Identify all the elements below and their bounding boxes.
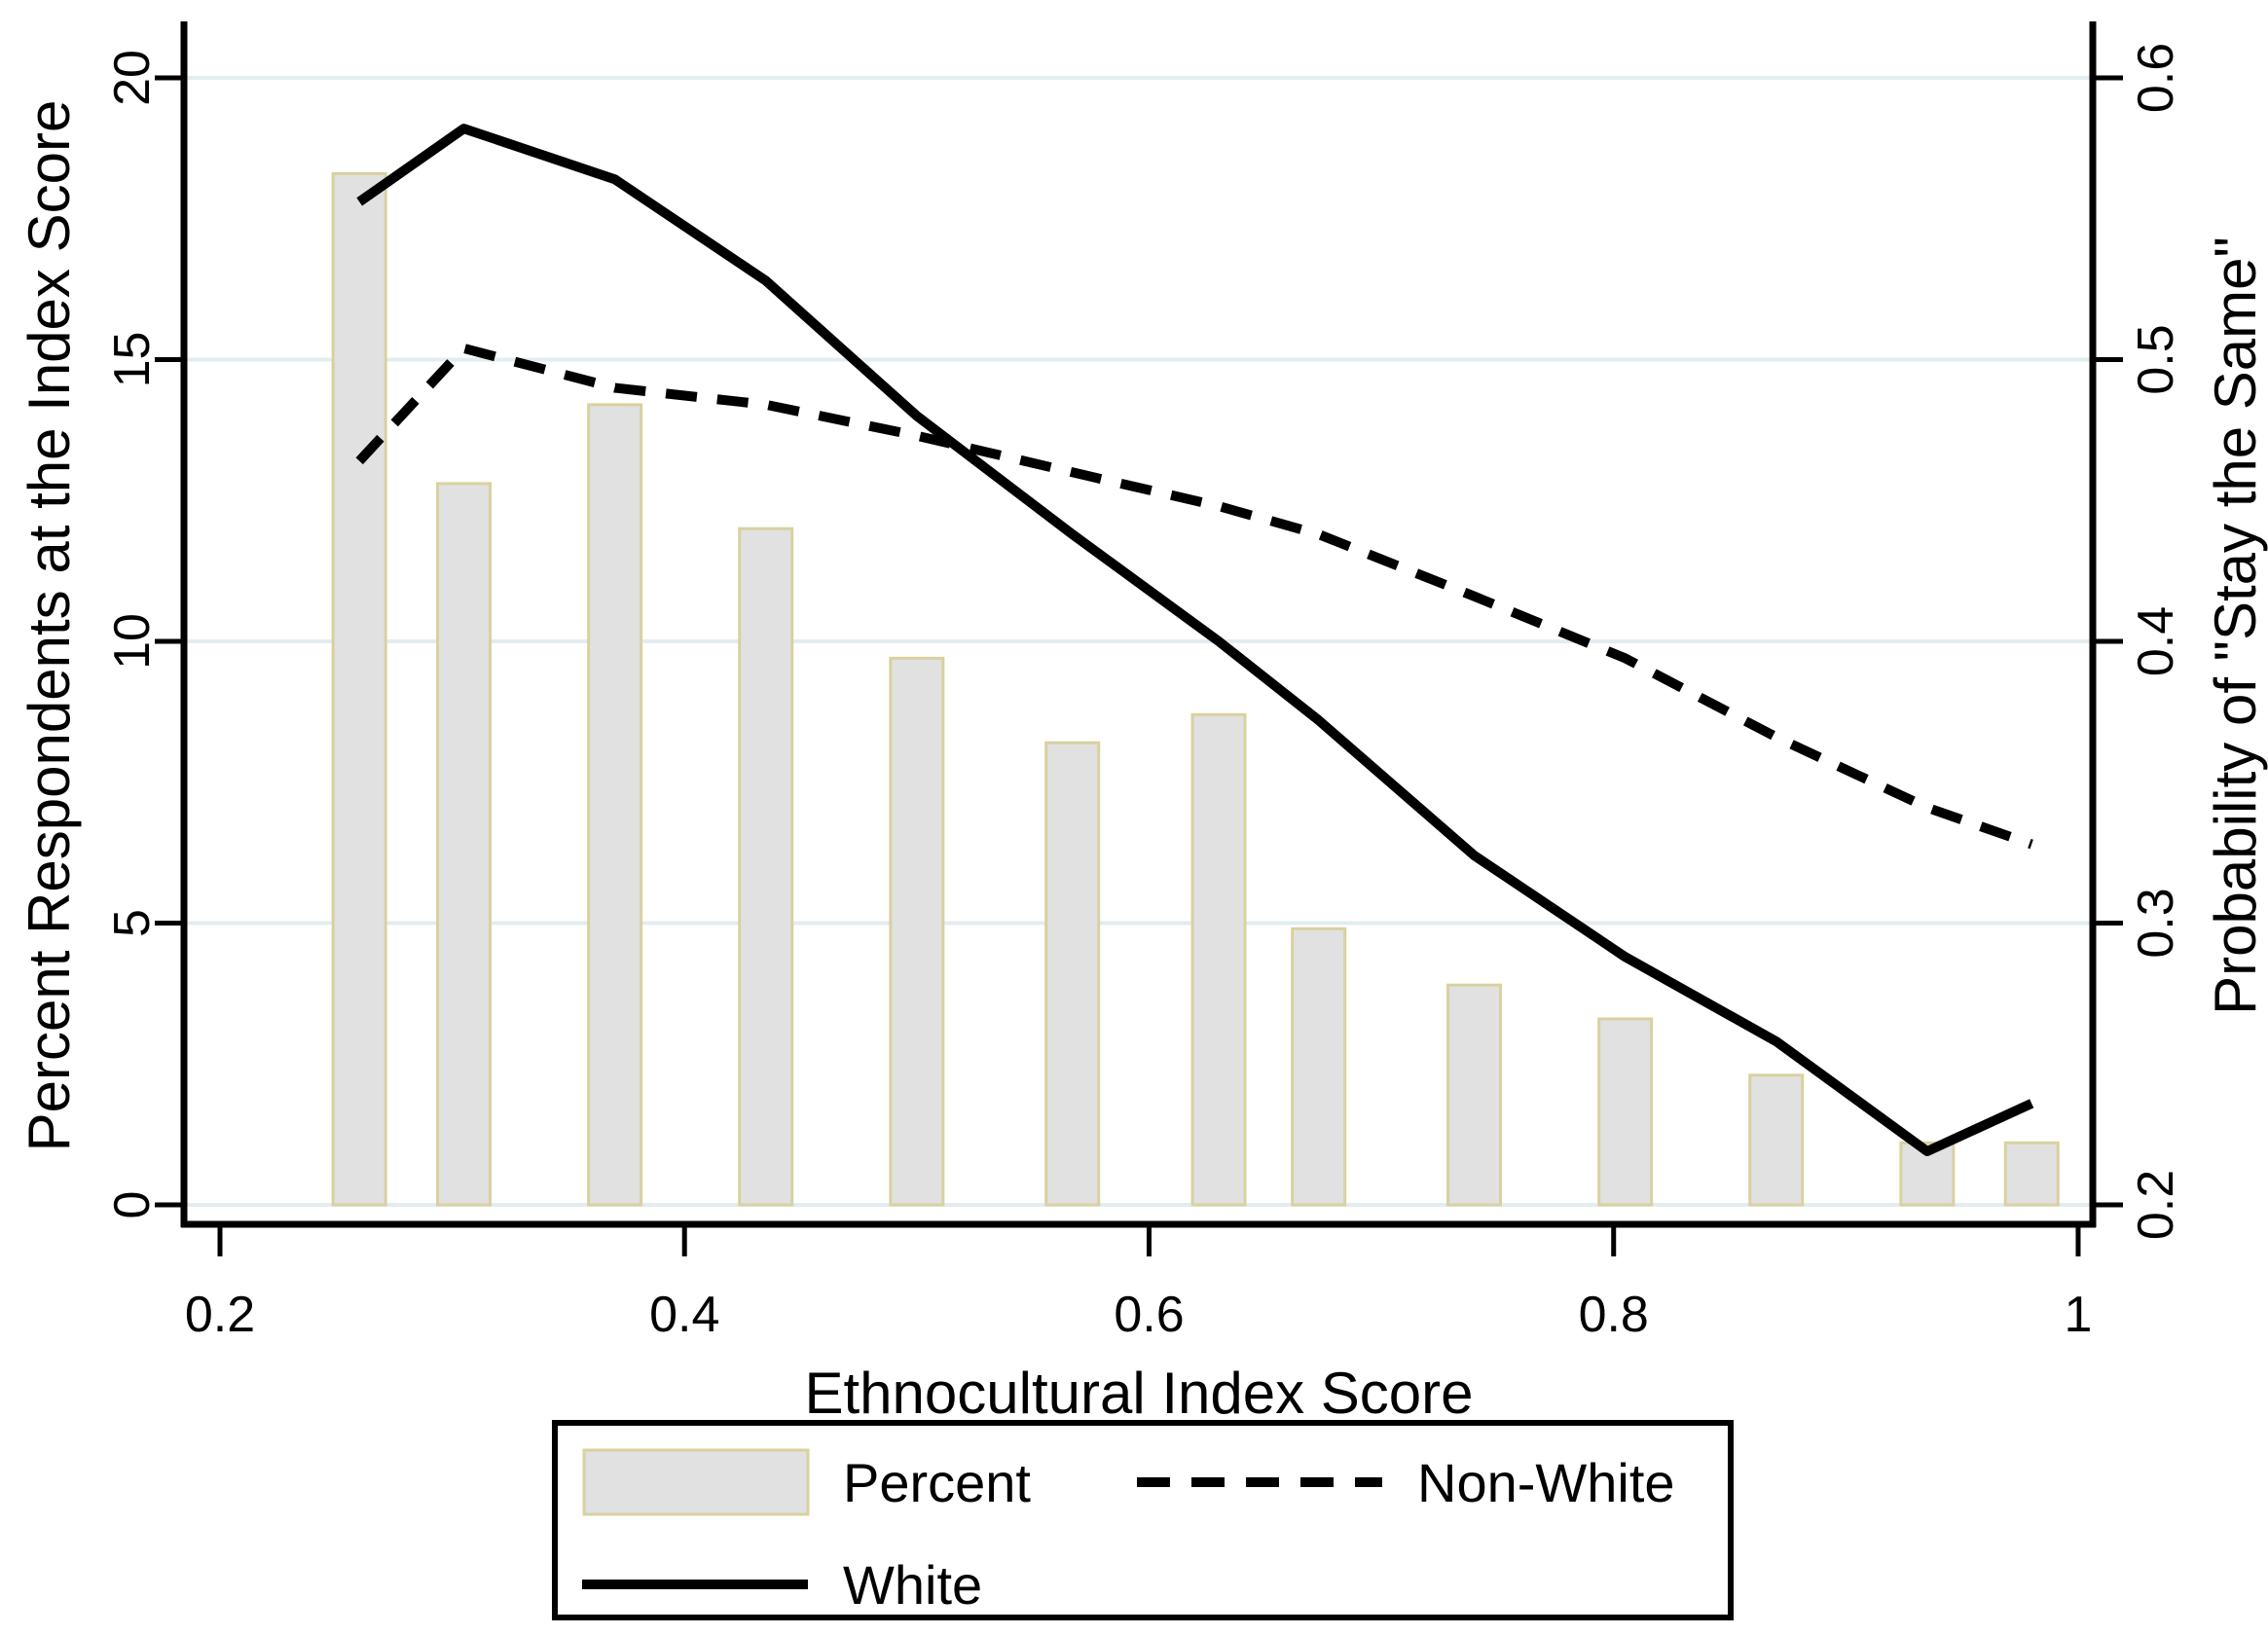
legend-label-white: White xyxy=(843,1554,982,1616)
white-line xyxy=(356,124,2034,1156)
x-axis-title: Ethnocultural Index Score xyxy=(804,1361,1473,1426)
legend: Percent Non-White White xyxy=(552,1420,1734,1620)
right-axis-tick-label: 0.3 xyxy=(2128,888,2184,958)
right-axis-tick-label: 0.5 xyxy=(2128,324,2184,394)
non-white-line xyxy=(355,343,2033,850)
bar xyxy=(889,656,945,1207)
right-axis-tick-label: 0.2 xyxy=(2128,1170,2184,1240)
bar xyxy=(436,482,493,1207)
left-axis-tick-label: 0 xyxy=(104,1191,161,1219)
axis-ticks xyxy=(155,75,2123,1256)
bar xyxy=(1190,712,1247,1207)
left-axis-tick-label: 20 xyxy=(104,50,161,106)
bar xyxy=(1597,1017,1654,1207)
bar xyxy=(1291,926,1347,1207)
x-axis-tick-label: 0.2 xyxy=(185,1287,255,1343)
left-axis-tick-label: 15 xyxy=(104,332,161,388)
legend-label-nonwhite: Non-White xyxy=(1417,1452,1675,1513)
x-axis-tick-label: 0.4 xyxy=(649,1287,719,1343)
x-axis-tick-label: 0.8 xyxy=(1579,1287,1649,1343)
left-axis-title: Percent Respondents at the Index Score xyxy=(17,100,82,1152)
axis-tick-labels: 0 5 10 15 20 0.2 0.3 0.4 0.5 0.6 0.2 0.4 0.6 0.8 1 xyxy=(104,43,2184,1343)
x-axis-tick-label: 1 xyxy=(2065,1287,2093,1343)
bar xyxy=(2003,1141,2060,1207)
x-axis-tick-label: 0.6 xyxy=(1114,1287,1184,1343)
left-axis-tick-label: 10 xyxy=(104,613,161,670)
probability-lines xyxy=(355,124,2034,1156)
left-axis-tick-label: 5 xyxy=(104,909,161,937)
bar xyxy=(331,171,387,1207)
bar xyxy=(738,527,794,1207)
bar xyxy=(587,403,643,1207)
percent-bars xyxy=(331,171,2060,1207)
right-axis-tick-label: 0.4 xyxy=(2128,606,2184,676)
bar xyxy=(1044,741,1101,1207)
right-axis-tick-label: 0.6 xyxy=(2128,43,2184,113)
legend-label-percent: Percent xyxy=(843,1452,1031,1513)
bar xyxy=(1748,1073,1805,1207)
right-axis-title: Probability of "Stay the Same" xyxy=(2203,236,2268,1015)
legend-swatch-percent xyxy=(582,1448,810,1516)
bar xyxy=(1446,983,1503,1207)
